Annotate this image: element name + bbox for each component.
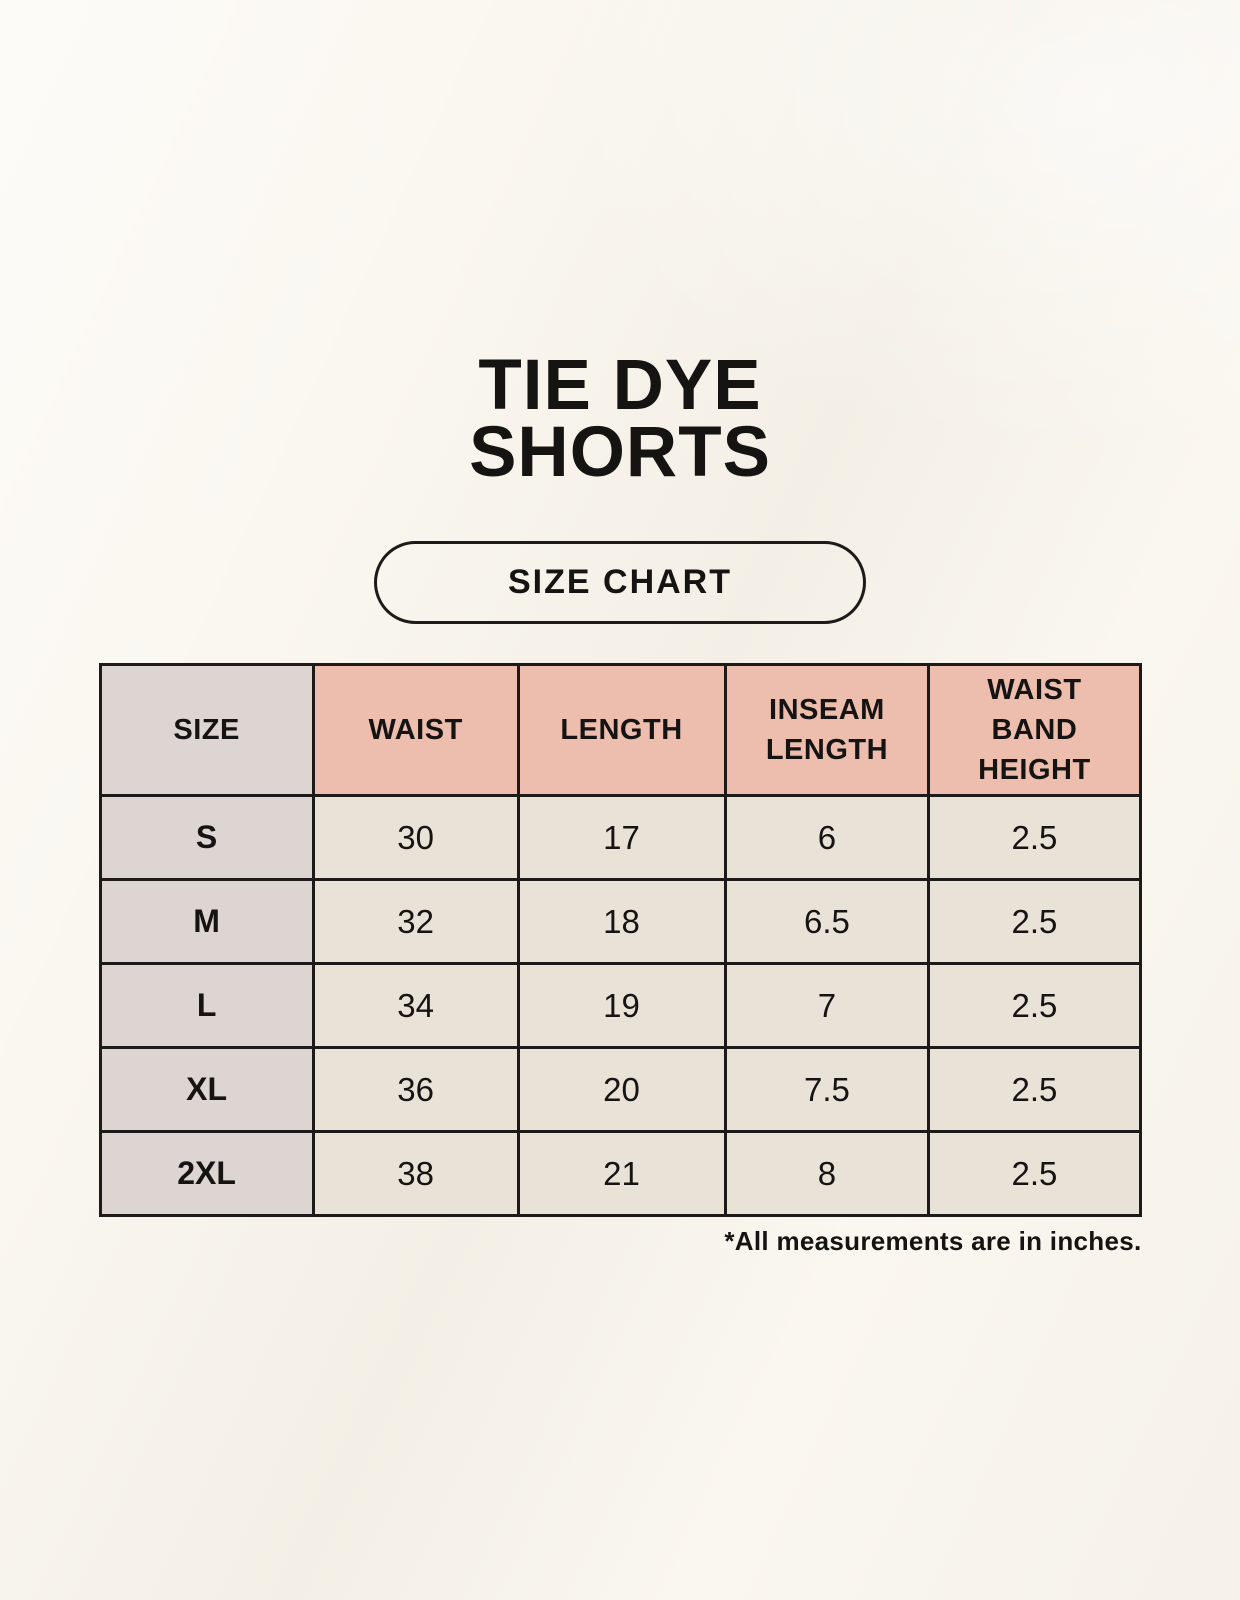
cell-length: 20 xyxy=(516,1046,727,1133)
product-title-line-2: SHORTS xyxy=(469,413,771,492)
cell-waist-band-height: 2.5 xyxy=(927,878,1142,965)
cell-waist-band-height: 2.5 xyxy=(927,1130,1142,1217)
cell-inseam-length: 6 xyxy=(723,794,931,881)
cell-waist: 36 xyxy=(311,1046,520,1133)
table-row: 2XL 38 21 8 2.5 xyxy=(98,1130,1142,1217)
cell-length: 17 xyxy=(516,794,727,881)
cell-waist: 34 xyxy=(311,962,520,1049)
measurements-footnote: *All measurements are in inches. xyxy=(724,1226,1142,1256)
header-row: SIZE WAIST LENGTH INSEAM LENGTH WAIST BAND HEIG… xyxy=(98,663,1142,797)
column-header-waist-band-height: WAIST BAND HEIGHT xyxy=(927,663,1142,797)
size-label: XL xyxy=(98,1046,315,1133)
cell-length: 19 xyxy=(516,962,727,1049)
cell-inseam-length: 8 xyxy=(723,1130,931,1217)
column-header-inseam-length: INSEAM LENGTH xyxy=(723,663,931,797)
size-table-head: SIZE WAIST LENGTH INSEAM LENGTH WAIST BAND HEIG… xyxy=(98,663,1142,797)
table-row: XL 36 20 7.5 2.5 xyxy=(98,1046,1142,1133)
product-title-line-1: TIE DYE xyxy=(478,346,762,425)
size-label: S xyxy=(98,794,315,881)
column-header-waist: WAIST xyxy=(311,663,520,797)
size-chart-badge: SIZE CHART xyxy=(374,541,866,624)
column-header-length: LENGTH xyxy=(516,663,727,797)
cell-inseam-length: 7 xyxy=(723,962,931,1049)
column-header-size: SIZE xyxy=(98,663,315,797)
size-label: 2XL xyxy=(98,1130,315,1217)
cell-waist: 38 xyxy=(311,1130,520,1217)
cell-inseam-length: 7.5 xyxy=(723,1046,931,1133)
size-table: SIZE WAIST LENGTH INSEAM LENGTH WAIST BAND HEIG… xyxy=(98,663,1142,1217)
size-label: L xyxy=(98,962,315,1049)
size-table-body: S 30 17 6 2.5 M 32 18 6.5 2.5 L 34 19 7 2.5 XL 36 20 7.5 2.… xyxy=(98,794,1142,1217)
cell-inseam-length: 6.5 xyxy=(723,878,931,965)
cell-waist: 32 xyxy=(311,878,520,965)
size-chart-badge-row: SIZE CHART xyxy=(0,541,1240,624)
product-title: TIE DYE SHORTS xyxy=(0,0,1240,488)
cell-waist: 30 xyxy=(311,794,520,881)
cell-length: 18 xyxy=(516,878,727,965)
cell-waist-band-height: 2.5 xyxy=(927,962,1142,1049)
cell-length: 21 xyxy=(516,1130,727,1217)
cell-waist-band-height: 2.5 xyxy=(927,794,1142,881)
table-row: M 32 18 6.5 2.5 xyxy=(98,878,1142,965)
cell-waist-band-height: 2.5 xyxy=(927,1046,1142,1133)
size-table-section: SIZE WAIST LENGTH INSEAM LENGTH WAIST BAND HEIG… xyxy=(98,663,1142,1257)
size-chart-page: TIE DYE SHORTS SIZE CHART SIZE WAIST LENGT… xyxy=(0,0,1240,1257)
size-label: M xyxy=(98,878,315,965)
table-row: L 34 19 7 2.5 xyxy=(98,962,1142,1049)
table-row: S 30 17 6 2.5 xyxy=(98,794,1142,881)
